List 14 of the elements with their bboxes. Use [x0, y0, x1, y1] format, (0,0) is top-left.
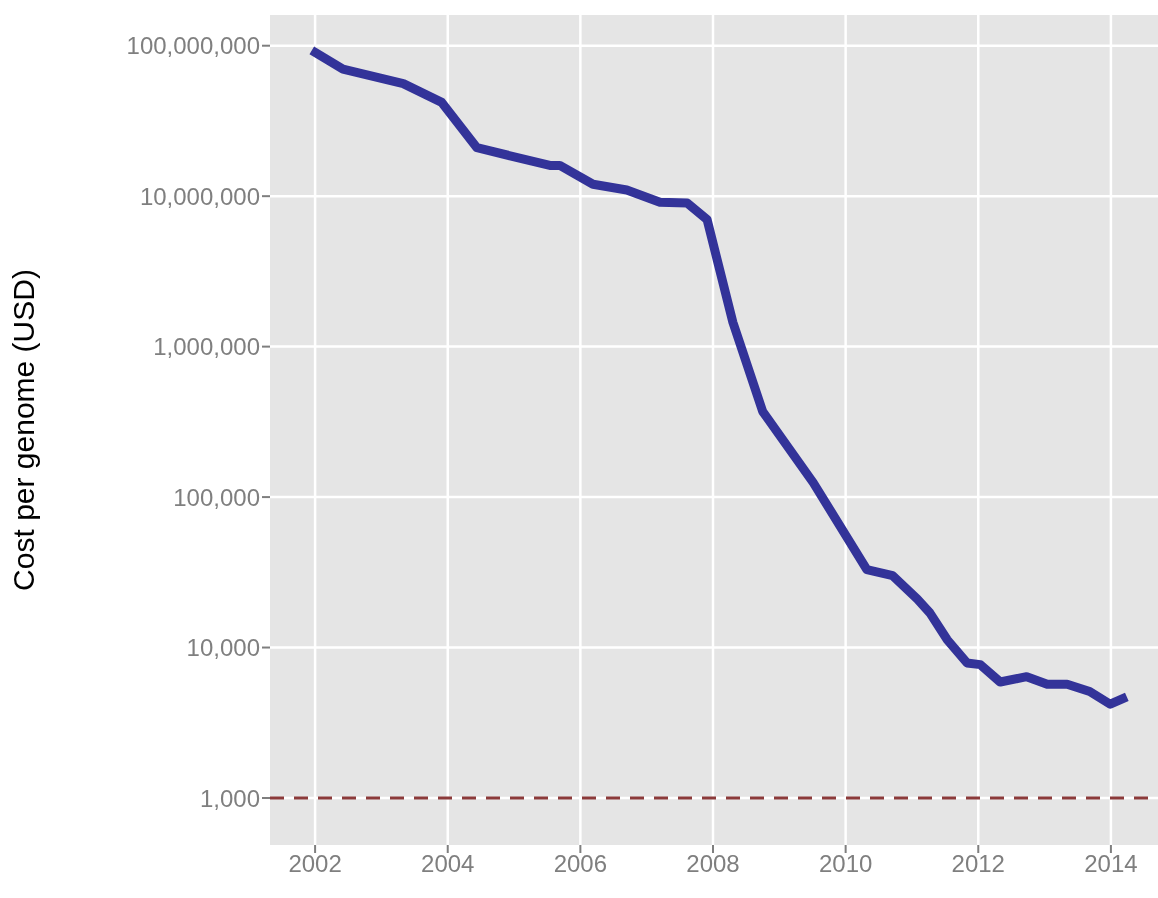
x-tick-label: 2006 [553, 850, 608, 878]
x-tick-label: 2004 [421, 850, 475, 878]
y-tick-label: 100,000 [173, 483, 260, 511]
y-tick-label: 10,000 [186, 634, 260, 662]
x-tick-label: 2012 [951, 850, 1005, 878]
x-tick-label: 2002 [288, 850, 342, 878]
y-tick-label: 1,000 [199, 784, 260, 812]
y-axis-title: Cost per genome (USD) [6, 269, 40, 591]
x-tick-label: 2008 [686, 850, 740, 878]
y-tick-label: 10,000,000 [139, 182, 260, 210]
x-tick-label: 2014 [1084, 850, 1138, 878]
y-tick-label: 100,000,000 [126, 32, 260, 60]
y-tick-label: 1,000,000 [153, 333, 260, 361]
x-tick-label: 2010 [818, 850, 873, 878]
